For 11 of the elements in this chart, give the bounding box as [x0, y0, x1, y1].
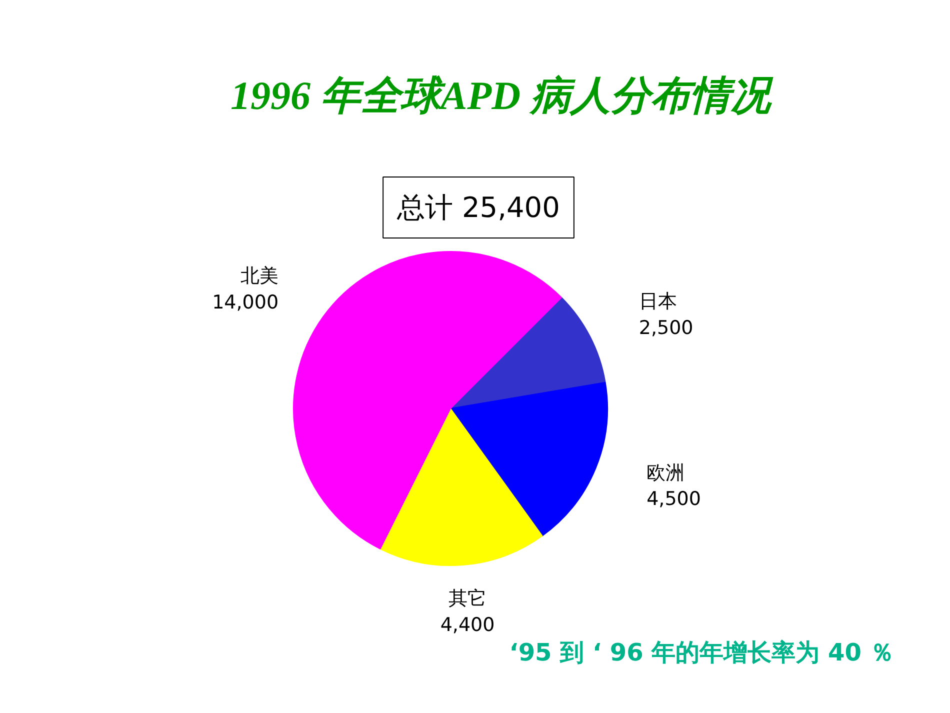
text: ‘95 到 ‘ 96 年的年增长率为 40 ％ [509, 638, 894, 666]
slice-label: 欧洲 [646, 462, 685, 484]
slice-label: 北美 [240, 264, 279, 287]
data-label: 14,000 [212, 291, 279, 314]
data-label: 2,500 [638, 317, 694, 340]
data-label: 4,400 [440, 614, 495, 636]
chart-title: 1996 年全球APD 病人分布情况 [230, 73, 774, 118]
data-label: 4,500 [646, 488, 701, 510]
slice-label: 其它 [448, 588, 487, 610]
text: 总计 25,400 [396, 191, 560, 224]
slice-label: 日本 [638, 290, 677, 313]
